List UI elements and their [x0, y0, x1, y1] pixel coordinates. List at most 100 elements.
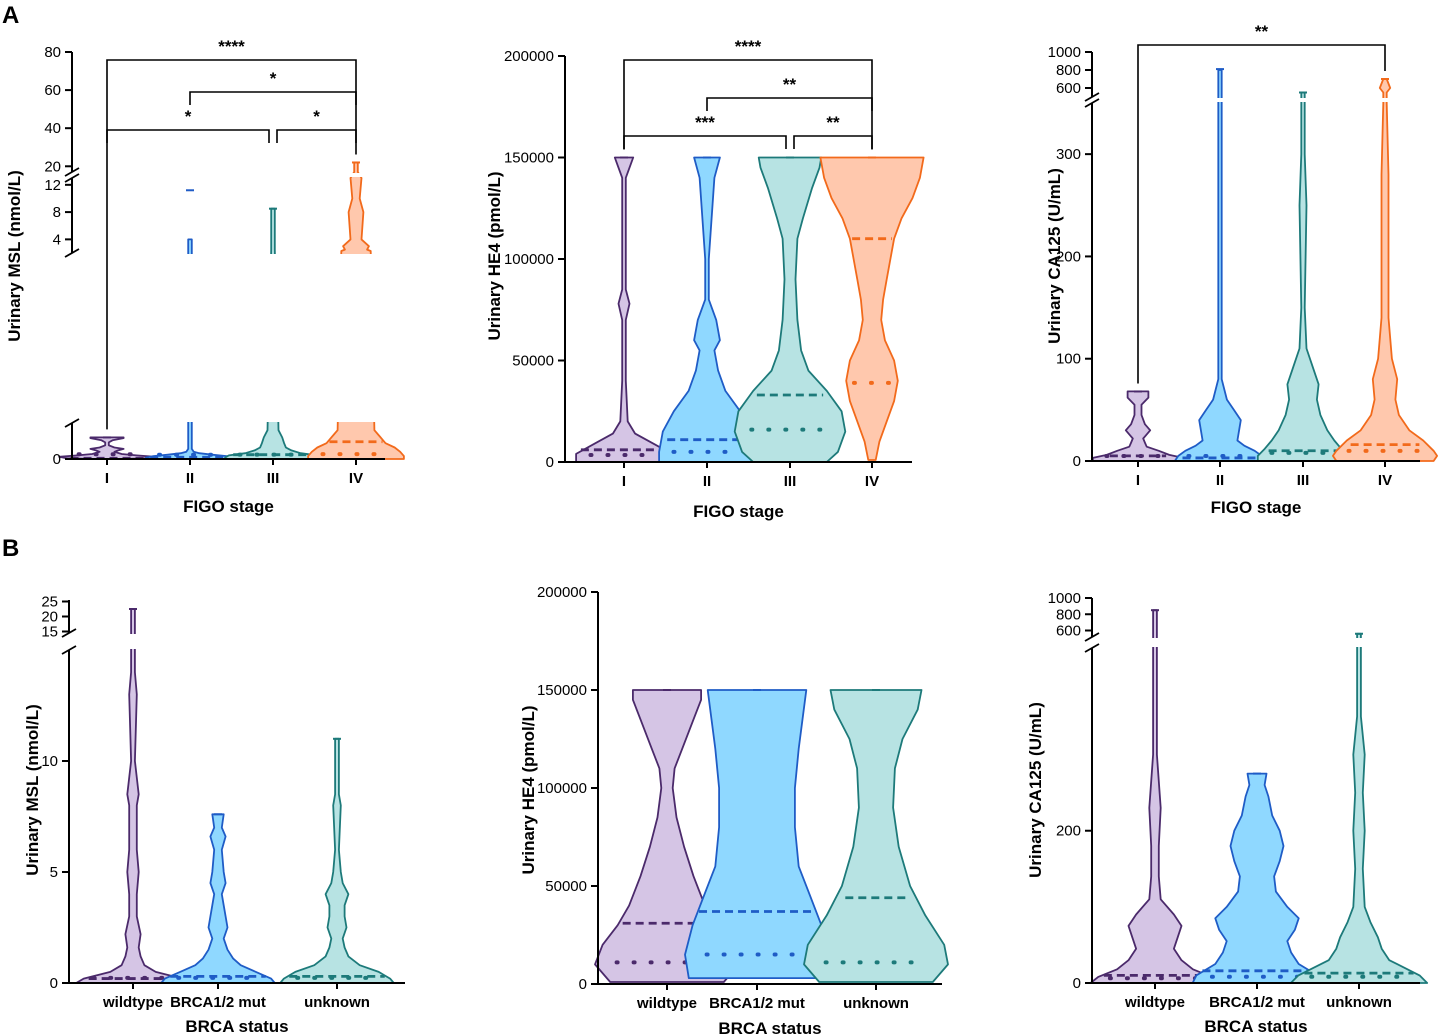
- y-tick-label: 0: [53, 451, 61, 468]
- axis-break-mark: [1084, 98, 1100, 108]
- panel-label-b: B: [2, 535, 19, 562]
- x-tick-label: I: [1136, 472, 1140, 489]
- axis-break-mark: [1084, 92, 1100, 102]
- x-tick-label: III: [784, 473, 797, 490]
- y-tick-label: 0: [579, 976, 587, 993]
- axis-break-mark: [1084, 643, 1100, 653]
- y-tick-label: 0: [1073, 453, 1081, 470]
- x-axis-title: BRCA status: [185, 1017, 288, 1035]
- violin-wildtype: [1089, 609, 1221, 984]
- y-tick-label: 80: [44, 44, 61, 61]
- panel-label-a: A: [2, 2, 19, 29]
- y-tick-label: 8: [53, 204, 61, 221]
- significance-bracket: [189, 91, 357, 105]
- y-tick-label: 150000: [537, 682, 587, 699]
- significance-label: **: [826, 113, 840, 132]
- violin-BRCA1/2 mut: [1191, 772, 1323, 984]
- axis-break-gap: [58, 173, 391, 177]
- violin-chart-5: 0 50000 100000 150000 200000 wildtype BRCA1/2 …: [519, 584, 949, 1035]
- x-tick-label: wildtype: [1124, 994, 1185, 1011]
- x-tick-label: III: [267, 470, 280, 487]
- y-tick-label: 40: [44, 120, 61, 137]
- y-tick-label: 15: [41, 624, 58, 641]
- violin-I: [1091, 390, 1185, 462]
- x-tick-label: unknown: [304, 994, 370, 1011]
- y-tick-label: 25: [41, 594, 58, 611]
- axis-break-mark: [61, 628, 77, 638]
- violin-III: [733, 156, 847, 463]
- significance-label: **: [1255, 22, 1269, 41]
- x-tick-label: IV: [1378, 472, 1392, 489]
- y-tick-label: 50000: [512, 353, 554, 370]
- significance-label: ***: [695, 113, 715, 132]
- x-tick-label: II: [1216, 472, 1224, 489]
- x-axis-title: FIGO stage: [693, 502, 784, 521]
- axis-break-gap: [58, 254, 391, 422]
- x-tick-label: BRCA1/2 mut: [709, 995, 805, 1012]
- y-tick-label: 600: [1056, 80, 1081, 97]
- y-tick-label: 12: [44, 177, 61, 194]
- y-tick-label: 20: [41, 609, 58, 626]
- y-axis-title: Urinary HE4 (pmol/L): [485, 171, 504, 340]
- axis-break-gap: [1078, 98, 1426, 102]
- violin-IV: [819, 156, 925, 461]
- y-axis-title: Urinary MSL (nmol/L): [5, 170, 24, 342]
- y-axis-title: Urinary HE4 (pmol/L): [519, 705, 538, 874]
- y-tick-label: 100000: [537, 780, 587, 797]
- x-tick-label: II: [186, 470, 194, 487]
- y-tick-label: 20: [44, 158, 61, 175]
- significance-bracket: [706, 97, 873, 111]
- x-tick-label: II: [703, 473, 711, 490]
- violin-II: [1173, 69, 1267, 462]
- violin-wildtype: [75, 608, 191, 984]
- x-tick-label: I: [622, 473, 626, 490]
- y-tick-label: 200000: [537, 584, 587, 601]
- violin-I: [575, 156, 673, 463]
- significance-bracket: [793, 135, 873, 149]
- y-tick-label: 0: [1073, 975, 1081, 992]
- y-tick-label: 1000: [1048, 44, 1081, 61]
- y-tick-label: 60: [44, 82, 61, 99]
- y-tick-label: 50000: [545, 878, 587, 895]
- axis-break-mark: [64, 167, 80, 177]
- violin-IV: [1332, 78, 1438, 462]
- violin-unknown: [279, 737, 395, 984]
- significance-label: **: [783, 75, 797, 94]
- y-tick-label: 5: [50, 864, 58, 881]
- y-axis-title: Urinary CA125 (U/mL): [1045, 168, 1064, 344]
- axis-break-gap: [55, 634, 411, 649]
- x-tick-label: BRCA1/2 mut: [1209, 994, 1305, 1011]
- violin-unknown: [1289, 632, 1429, 984]
- y-tick-label: 800: [1056, 62, 1081, 79]
- x-tick-label: IV: [349, 470, 363, 487]
- x-axis-title: FIGO stage: [183, 497, 274, 516]
- violin-unknown: [803, 689, 949, 983]
- x-tick-label: III: [1297, 472, 1310, 489]
- x-tick-label: I: [105, 470, 109, 487]
- y-tick-label: 100000: [504, 251, 554, 268]
- significance-bracket: [106, 129, 270, 143]
- y-tick-label: 0: [50, 975, 58, 992]
- x-tick-label: IV: [865, 473, 879, 490]
- x-tick-label: wildtype: [636, 995, 697, 1012]
- violin-BRCA1/2 mut: [684, 689, 830, 979]
- axis-break-mark: [1084, 632, 1100, 642]
- x-axis-title: FIGO stage: [1211, 498, 1302, 517]
- significance-bracket: [623, 135, 787, 149]
- y-tick-label: 300: [1056, 146, 1081, 163]
- x-tick-label: wildtype: [102, 994, 163, 1011]
- violin-BRCA1/2 mut: [160, 813, 276, 984]
- x-tick-label: BRCA1/2 mut: [170, 994, 266, 1011]
- significance-bracket: [106, 59, 357, 430]
- violin-I: [58, 436, 156, 460]
- y-tick-label: 800: [1056, 606, 1081, 623]
- axis-break-mark: [61, 645, 77, 655]
- y-tick-label: 200: [1056, 248, 1081, 265]
